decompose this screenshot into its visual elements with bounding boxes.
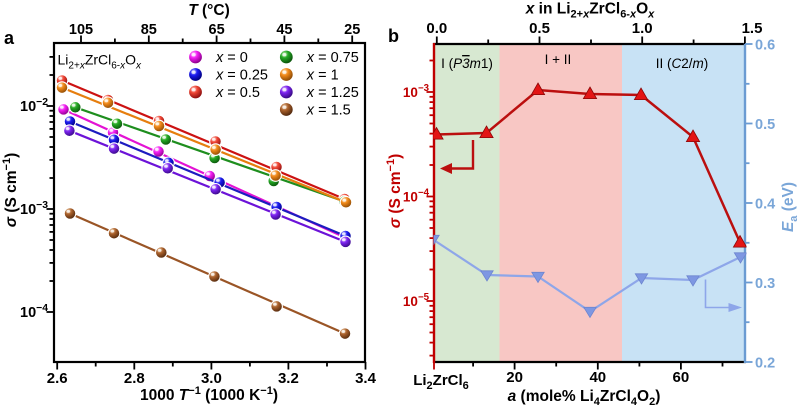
svg-text:b: b (388, 26, 399, 46)
svg-text:x = 0.5: x = 0.5 (215, 85, 260, 101)
svg-text:3.0: 3.0 (201, 370, 222, 387)
svg-text:x = 0.75: x = 0.75 (306, 50, 359, 66)
svg-text:25: 25 (344, 22, 360, 38)
svg-text:40: 40 (589, 369, 606, 386)
svg-text:Ea (eV): Ea (eV) (780, 182, 800, 232)
svg-text:σ (S cm−1): σ (S cm−1) (1, 153, 20, 228)
svg-text:I (P3m1): I (P3m1) (441, 56, 493, 71)
svg-text:a (mole% Li4ZrCl4O2): a (mole% Li4ZrCl4O2) (508, 388, 661, 407)
svg-text:3.2: 3.2 (278, 370, 299, 387)
svg-text:1.0: 1.0 (632, 20, 653, 37)
svg-text:x = 0.25: x = 0.25 (215, 68, 268, 84)
svg-text:0.6: 0.6 (755, 38, 775, 54)
svg-text:0.3: 0.3 (755, 276, 775, 292)
svg-text:σ (S cm−1): σ (S cm−1) (385, 154, 404, 229)
svg-text:x = 1: x = 1 (306, 68, 339, 84)
svg-text:x = 1.25: x = 1.25 (306, 85, 359, 101)
svg-text:2.6: 2.6 (47, 370, 68, 387)
svg-text:x in Li2+xZrCl6-xOx: x in Li2+xZrCl6-xOx (525, 1, 655, 21)
svg-text:2.8: 2.8 (124, 370, 145, 387)
svg-text:60: 60 (673, 369, 690, 386)
svg-text:65: 65 (209, 22, 225, 38)
svg-text:0.4: 0.4 (755, 197, 775, 213)
svg-text:T (°C): T (°C) (188, 2, 230, 19)
svg-text:0.5: 0.5 (529, 20, 550, 37)
svg-text:0.2: 0.2 (755, 356, 775, 372)
svg-text:I + II: I + II (545, 52, 572, 67)
svg-text:0.0: 0.0 (426, 20, 447, 37)
svg-text:1000 T−1 (1000 K−1): 1000 T−1 (1000 K−1) (140, 385, 278, 404)
svg-text:45: 45 (276, 22, 292, 38)
svg-text:x = 1.5: x = 1.5 (306, 103, 351, 119)
svg-text:3.4: 3.4 (355, 370, 377, 387)
svg-text:II (C2/m): II (C2/m) (656, 56, 709, 71)
svg-text:1.5: 1.5 (742, 20, 763, 37)
svg-text:20: 20 (506, 369, 523, 386)
svg-text:85: 85 (141, 22, 157, 38)
svg-text:a: a (4, 28, 15, 48)
svg-text:0.5: 0.5 (755, 117, 775, 133)
svg-text:x = 0: x = 0 (215, 50, 248, 66)
svg-text:105: 105 (69, 22, 93, 38)
